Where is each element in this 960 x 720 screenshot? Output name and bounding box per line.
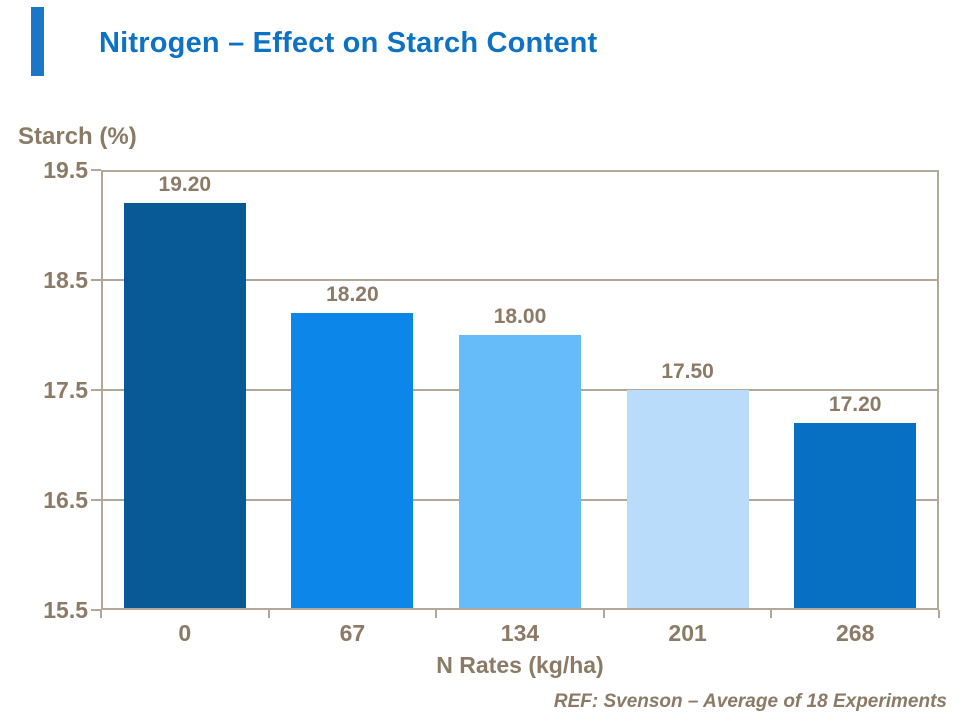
x-axis-tick — [435, 610, 438, 618]
bar — [123, 203, 246, 610]
y-axis-title: Starch (%) — [18, 123, 137, 150]
y-axis-line — [101, 170, 103, 610]
y-axis-tick — [91, 609, 101, 611]
bar — [794, 423, 917, 610]
y-tick-label: 15.5 — [43, 597, 88, 623]
bar — [291, 313, 414, 610]
y-tick-label: 18.5 — [43, 267, 88, 293]
y-tick-label: 17.5 — [43, 377, 88, 403]
bar-value-label: 17.50 — [661, 360, 714, 383]
page-title: Nitrogen – Effect on Starch Content — [99, 27, 598, 59]
x-axis-tick — [267, 610, 270, 618]
y-tick-label: 19.5 — [43, 157, 88, 183]
x-tick-label: 0 — [178, 620, 192, 646]
bar-value-label: 18.20 — [326, 283, 379, 306]
bar-value-label: 19.20 — [158, 173, 212, 196]
y-tick-label: 16.5 — [43, 487, 88, 513]
x-tick-label: 268 — [836, 620, 875, 646]
plot-border-top — [101, 170, 939, 172]
y-axis-tick — [91, 499, 101, 501]
plot-border-right — [937, 170, 939, 610]
bar — [459, 335, 581, 610]
x-tick-label: 201 — [668, 620, 707, 646]
x-tick-label: 67 — [339, 620, 366, 646]
x-axis-title: N Rates (kg/ha) — [436, 652, 604, 678]
bar-value-label: 17.20 — [828, 393, 882, 416]
x-axis-tick — [100, 610, 102, 618]
x-tick-label: 134 — [500, 620, 540, 646]
x-axis-tick — [602, 610, 605, 618]
plot-area: 19.20 18.20 18.00 17.50 17.20 19.5 18.5 17.5 16.… — [43, 157, 940, 646]
x-axis-tick — [938, 610, 940, 618]
gridline — [101, 279, 939, 281]
bar-value-label: 18.00 — [493, 305, 547, 328]
x-axis-tick — [770, 610, 773, 618]
reference-note: REF: Svenson – Average of 18 Experiments — [553, 691, 947, 712]
y-axis-tick — [91, 389, 101, 391]
title-accent-bar — [31, 7, 44, 76]
x-axis-line — [101, 608, 939, 610]
y-axis-tick — [91, 169, 101, 171]
bar — [626, 390, 749, 610]
y-axis-tick — [91, 279, 101, 281]
